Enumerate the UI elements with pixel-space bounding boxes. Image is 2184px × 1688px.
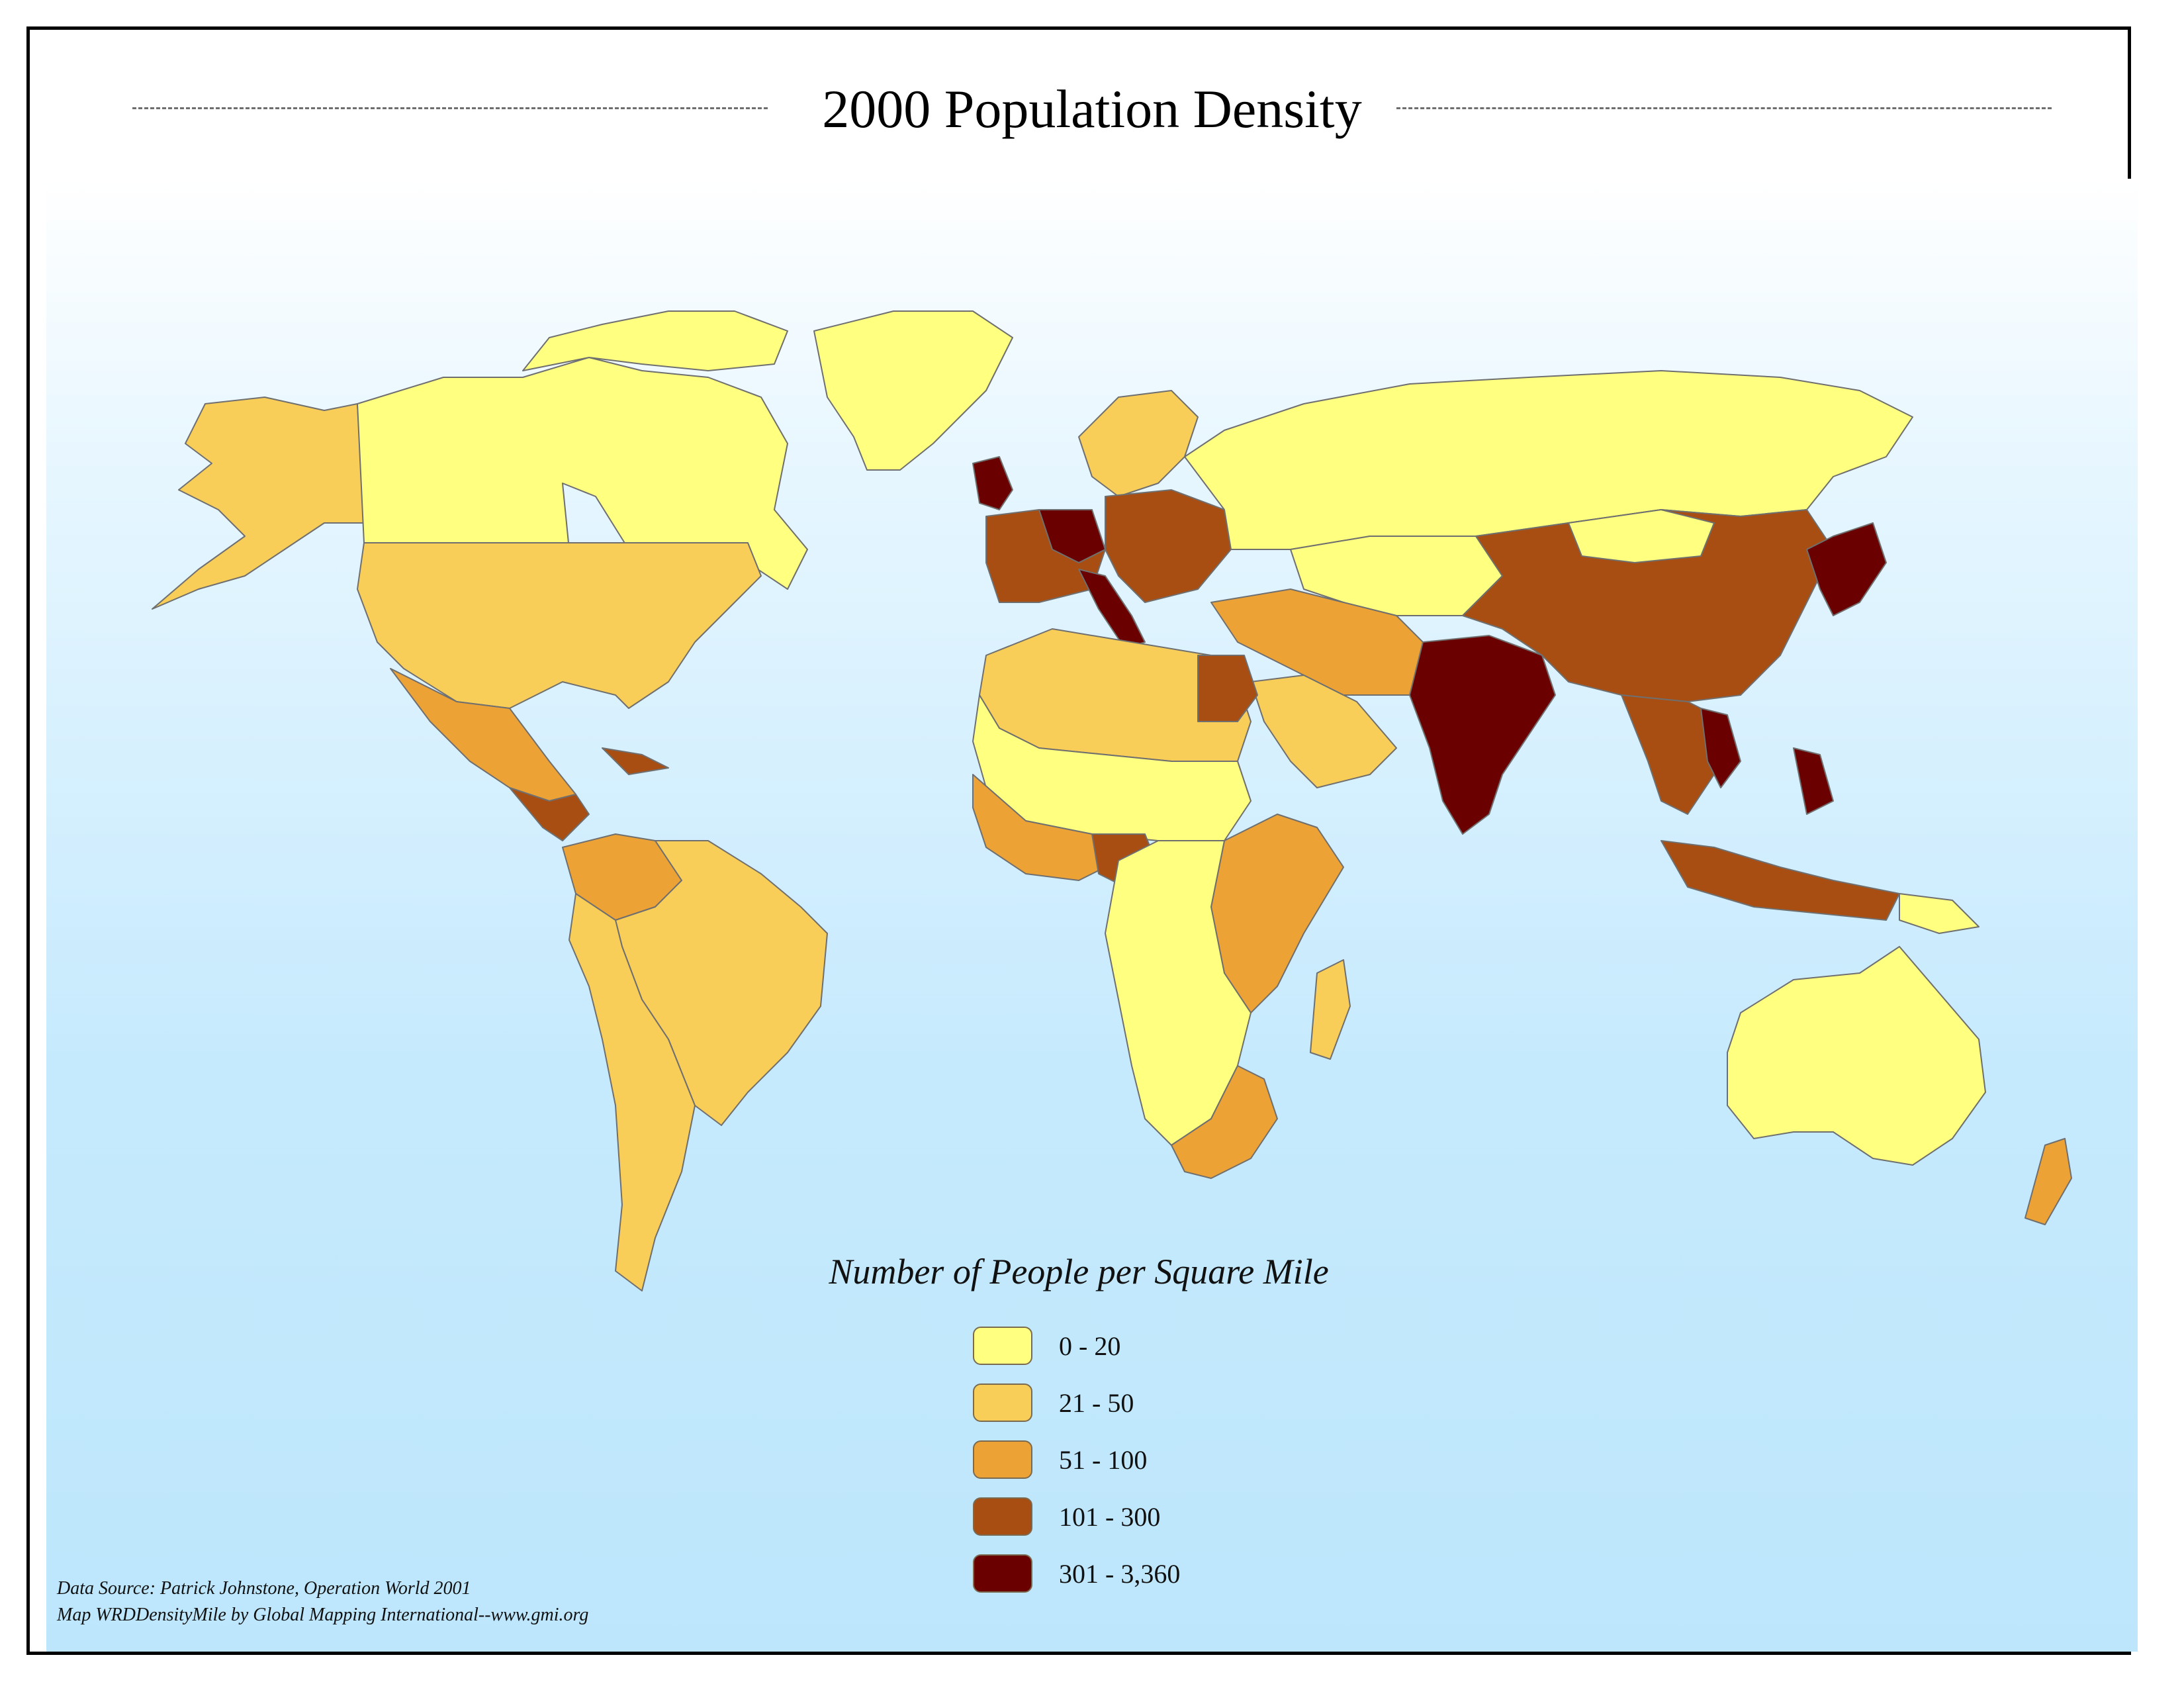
region-usa xyxy=(357,542,762,709)
region-alaska xyxy=(152,397,365,610)
data-source-credit: Data Source: Patrick Johnstone, Operatio… xyxy=(57,1578,471,1599)
legend-swatch xyxy=(973,1383,1032,1422)
legend-label: 0 - 20 xyxy=(1059,1331,1121,1361)
region-philippines xyxy=(1793,747,1834,815)
title-rule-right xyxy=(1396,107,2052,109)
region-indonesia xyxy=(1661,840,1900,921)
region-china xyxy=(1462,509,1834,702)
region-italy xyxy=(1078,569,1146,649)
region-brazil xyxy=(615,840,828,1126)
title-rule-left xyxy=(132,107,768,109)
region-mongolia xyxy=(1568,509,1715,563)
credits: Data Source: Patrick Johnstone, Operatio… xyxy=(57,1575,588,1628)
legend-swatch xyxy=(973,1327,1032,1365)
region-arabia xyxy=(1250,675,1397,788)
legend-swatch xyxy=(973,1554,1032,1593)
legend-label: 101 - 300 xyxy=(1059,1501,1161,1532)
region-germany-benelux xyxy=(1038,509,1106,563)
region-greenland xyxy=(813,310,1013,471)
region-eastern-europe xyxy=(1105,489,1232,603)
legend-label: 51 - 100 xyxy=(1059,1444,1148,1475)
region-india xyxy=(1409,635,1556,835)
region-arctic-islands xyxy=(522,310,788,371)
region-egypt xyxy=(1197,655,1258,722)
legend-swatch xyxy=(973,1440,1032,1479)
region-korea-japan xyxy=(1806,522,1887,616)
region-new-zealand xyxy=(2025,1138,2072,1225)
legend-items: 0 - 20 21 - 50 51 - 100 101 - 300 301 - … xyxy=(973,1317,1377,1602)
legend-label: 301 - 3,360 xyxy=(1059,1558,1181,1589)
legend-swatch xyxy=(973,1497,1032,1536)
region-southern-africa xyxy=(1171,1065,1278,1179)
legend-label: 21 - 50 xyxy=(1059,1387,1134,1418)
region-caribbean xyxy=(602,747,669,775)
region-southeast-asia xyxy=(1621,694,1728,815)
region-central-america xyxy=(509,787,590,841)
map-title: 2000 Population Density xyxy=(822,79,1362,139)
legend: Number of People per Square Mile 0 - 20 … xyxy=(781,1251,1377,1602)
region-uk xyxy=(972,456,1013,510)
map-credit: Map WRDDensityMile by Global Mapping Int… xyxy=(57,1605,589,1625)
legend-item: 21 - 50 xyxy=(973,1374,1377,1431)
region-west-africa xyxy=(972,774,1119,881)
legend-title: Number of People per Square Mile xyxy=(829,1252,1329,1291)
region-madagascar xyxy=(1310,959,1351,1060)
legend-item: 0 - 20 xyxy=(973,1317,1377,1374)
world-map xyxy=(152,310,2072,1291)
region-australia xyxy=(1727,946,1986,1166)
region-scandinavia xyxy=(1078,390,1199,497)
legend-item: 301 - 3,360 xyxy=(973,1545,1377,1602)
region-papua xyxy=(1899,893,1979,934)
title-row: 2000 Population Density xyxy=(132,73,2052,146)
legend-item: 51 - 100 xyxy=(973,1431,1377,1488)
region-vietnam xyxy=(1700,708,1741,788)
legend-item: 101 - 300 xyxy=(973,1488,1377,1545)
region-andes xyxy=(569,893,696,1291)
